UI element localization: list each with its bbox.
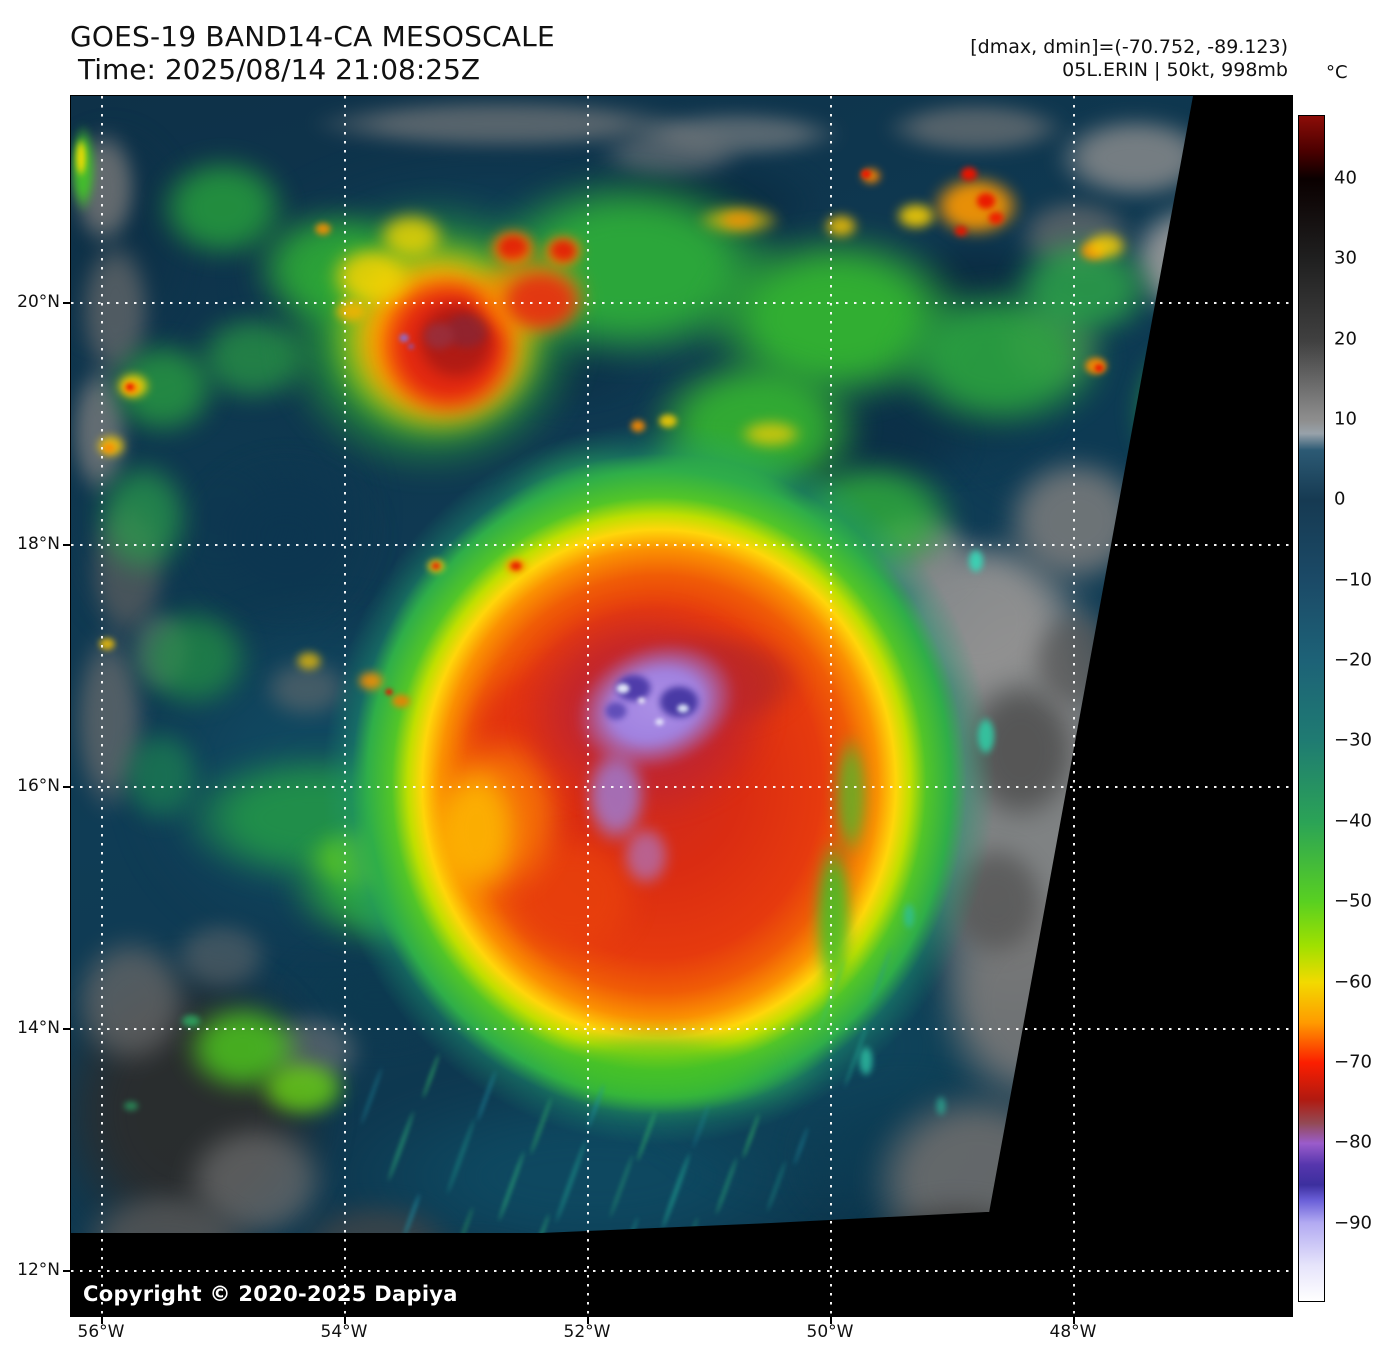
- colorbar-tick-label: −50: [1334, 890, 1372, 912]
- plot-time-subtitle: Time: 2025/08/14 21:08:25Z: [78, 53, 481, 86]
- colorbar-tick-label: −20: [1334, 649, 1372, 671]
- x-tick-mark: [1073, 1317, 1075, 1324]
- gridline-vertical: [830, 96, 832, 1316]
- gridline-vertical: [587, 96, 589, 1316]
- y-tick-label: 18°N: [17, 534, 60, 554]
- x-tick-label: 50°W: [806, 1322, 854, 1342]
- satellite-map: Copyright © 2020-2025 Dapiya: [70, 95, 1293, 1317]
- x-tick-mark: [101, 1317, 103, 1324]
- colorbar-tick-label: 40: [1334, 167, 1357, 189]
- y-tick-mark: [63, 786, 70, 788]
- colorbar: [1298, 115, 1325, 1302]
- colorbar-tick-label: −90: [1334, 1212, 1372, 1234]
- x-tick-label: 54°W: [320, 1322, 368, 1342]
- x-tick-label: 48°W: [1049, 1322, 1097, 1342]
- y-tick-label: 16°N: [17, 776, 60, 796]
- gridline-horizontal: [71, 544, 1292, 546]
- y-tick-label: 14°N: [17, 1018, 60, 1038]
- gridline-horizontal: [71, 1270, 1292, 1272]
- colorbar-tick-label: 20: [1334, 328, 1357, 350]
- colorbar-tick-label: −70: [1334, 1051, 1372, 1073]
- gridline-horizontal: [71, 1028, 1292, 1030]
- x-tick-label: 56°W: [77, 1322, 125, 1342]
- x-tick-mark: [344, 1317, 346, 1324]
- colorbar-tick-label: −10: [1334, 569, 1372, 591]
- x-tick-label: 52°W: [563, 1322, 611, 1342]
- y-tick-mark: [63, 1028, 70, 1030]
- colorbar-tick-label: −80: [1334, 1131, 1372, 1153]
- colorbar-tick-label: −40: [1334, 810, 1372, 832]
- x-tick-mark: [830, 1317, 832, 1324]
- plot-title: GOES-19 BAND14-CA MESOSCALE: [70, 20, 555, 53]
- y-tick-label: 20°N: [17, 292, 60, 312]
- colorbar-tick-label: 10: [1334, 408, 1357, 430]
- colorbar-tick-label: 30: [1334, 247, 1357, 269]
- colorbar-tick-label: −30: [1334, 729, 1372, 751]
- dmax-dmin-annotation: [dmax, dmin]=(-70.752, -89.123): [970, 36, 1288, 58]
- colorbar-tick-label: 0: [1334, 488, 1346, 510]
- y-tick-label: 12°N: [17, 1260, 60, 1280]
- x-tick-mark: [587, 1317, 589, 1324]
- gridlines-layer: [71, 96, 1292, 1316]
- copyright-label: Copyright © 2020-2025 Dapiya: [83, 1282, 458, 1306]
- gridline-vertical: [1073, 96, 1075, 1316]
- y-tick-mark: [63, 544, 70, 546]
- y-tick-mark: [63, 1270, 70, 1272]
- y-tick-mark: [63, 302, 70, 304]
- colorbar-unit-label: °C: [1326, 62, 1348, 83]
- colorbar-tick-label: −60: [1334, 971, 1372, 992]
- gridline-vertical: [344, 96, 346, 1316]
- storm-info-annotation: 05L.ERIN | 50kt, 998mb: [1062, 59, 1288, 81]
- gridline-horizontal: [71, 786, 1292, 788]
- gridline-horizontal: [71, 302, 1292, 304]
- gridline-vertical: [101, 96, 103, 1316]
